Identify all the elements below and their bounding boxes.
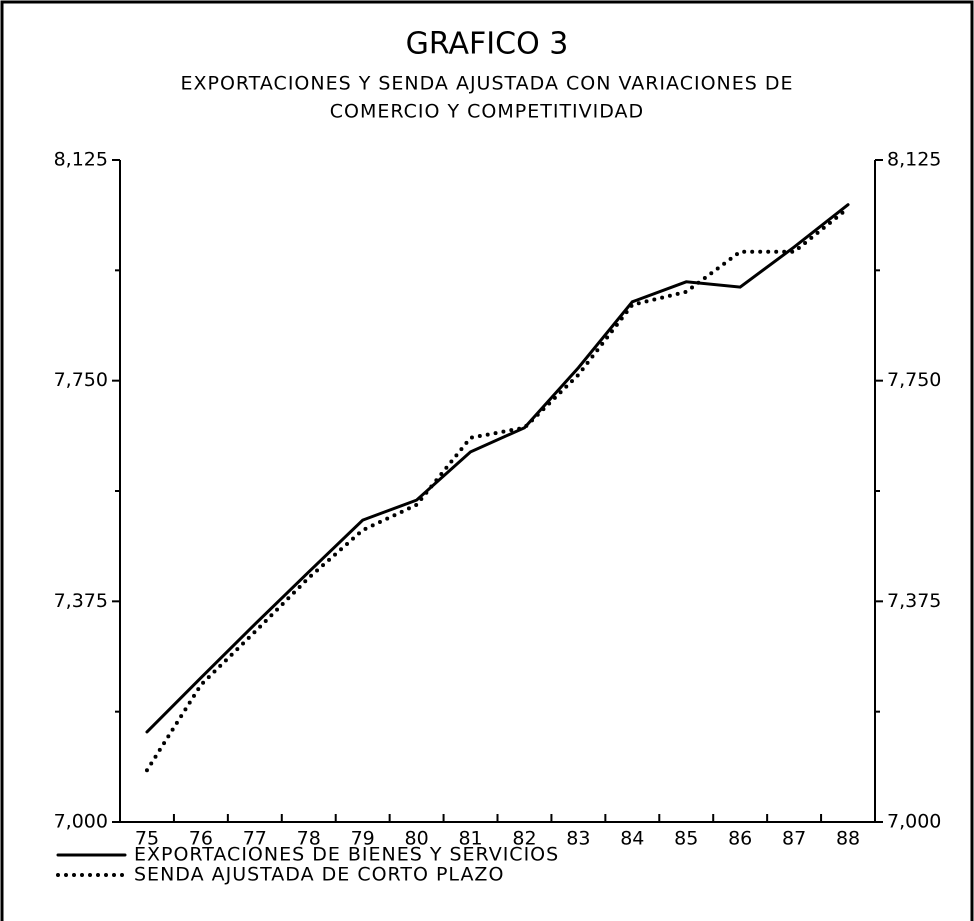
y2-tick-label: 8,125 [887, 149, 941, 171]
x-tick-label: 76 [189, 828, 213, 850]
x-tick-label: 88 [836, 828, 860, 850]
x-tick-label: 75 [135, 828, 159, 850]
y-tick-label: 8,125 [54, 149, 108, 171]
x-tick-label: 79 [351, 828, 375, 850]
x-tick-label: 83 [566, 828, 590, 850]
x-tick-label: 81 [458, 828, 482, 850]
y-tick-label: 7,000 [54, 811, 108, 833]
axes [119, 160, 876, 823]
y2-tick-label: 7,000 [887, 811, 941, 833]
chart-subtitle: EXPORTACIONES Y SENDA AJUSTADA CON VARIA… [181, 73, 794, 95]
x-tick-label: 85 [674, 828, 698, 850]
chart-title: GRAFICO 3 [406, 27, 569, 62]
chart-subtitle: COMERCIO Y COMPETITIVIDAD [330, 101, 644, 123]
y-tick-label: 7,375 [54, 590, 108, 612]
x-tick-label: 77 [243, 828, 267, 850]
x-tick-label: 82 [512, 828, 536, 850]
x-tick-label: 86 [728, 828, 752, 850]
y2-tick-label: 7,375 [887, 590, 941, 612]
legend-label: SENDA AJUSTADA DE CORTO PLAZO [134, 864, 504, 886]
y2-tick-label: 7,750 [887, 369, 941, 391]
x-tick-label: 80 [405, 828, 429, 850]
series-line [144, 206, 851, 773]
x-tick-label: 78 [297, 828, 321, 850]
y-tick-label: 7,750 [54, 369, 108, 391]
x-tick-label: 87 [782, 828, 806, 850]
x-tick-label: 84 [620, 828, 644, 850]
legend-label: EXPORTACIONES DE BIENES Y SERVICIOS [134, 844, 559, 866]
series-line [145, 203, 850, 734]
